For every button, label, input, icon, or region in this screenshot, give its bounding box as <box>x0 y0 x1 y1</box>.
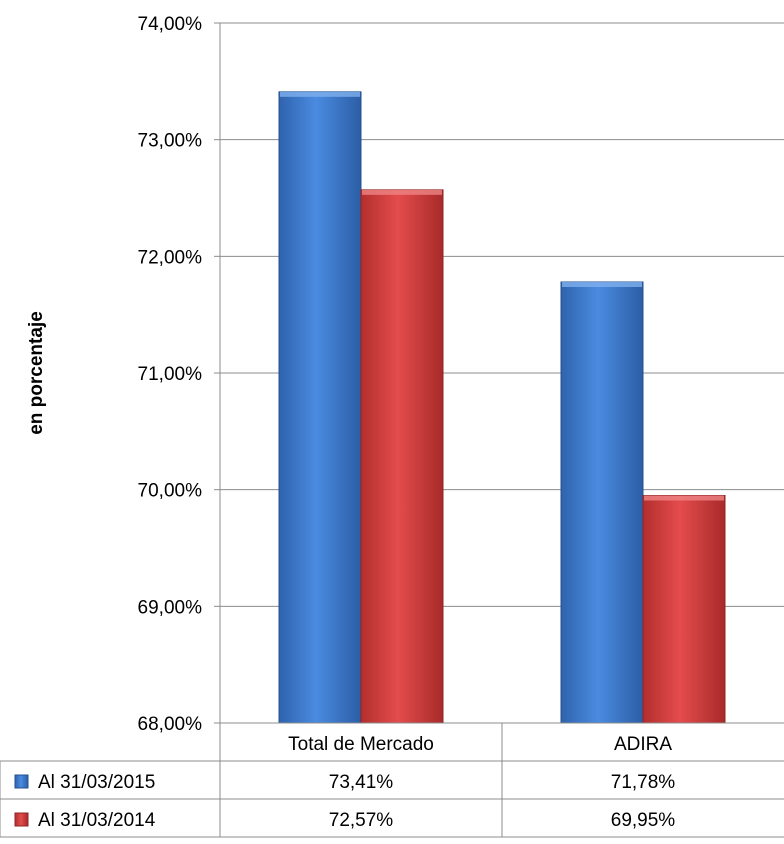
y-tick-label: 73,00% <box>138 131 203 152</box>
bar-top-highlight <box>280 91 360 97</box>
legend-series-name: Al 31/03/2015 <box>38 772 155 793</box>
y-tick-label: 70,00% <box>138 481 203 502</box>
table-value: 69,95% <box>611 810 676 831</box>
bar-top-highlight <box>562 282 642 287</box>
bars <box>278 91 726 724</box>
y-tick-label: 71,00% <box>138 364 203 385</box>
legend-key-blue <box>14 774 29 789</box>
legend-key-red <box>14 812 29 827</box>
table-value: 71,78% <box>611 772 676 793</box>
y-tick-labels: 68,00% 69,00% 70,00% 71,00% 72,00% 73,00% 74,0… <box>138 14 203 735</box>
bar-red-1 <box>642 495 726 724</box>
legend-series-name: Al 31/03/2014 <box>38 810 156 831</box>
bar-red-0 <box>360 189 444 724</box>
bar-top-highlight <box>362 189 442 195</box>
table-category-label: Total de Mercado <box>288 734 434 755</box>
y-tick-label: 69,00% <box>138 597 203 618</box>
y-tick-label: 72,00% <box>138 247 203 268</box>
bar-blue-1 <box>560 281 644 724</box>
bar-blue-0 <box>278 91 362 724</box>
data-table: Total de Mercado ADIRA Al 31/03/2015 73,41%… <box>0 722 784 838</box>
y-tick-label: 74,00% <box>138 14 203 35</box>
bar-top-highlight <box>644 495 724 501</box>
y-tick-label: 68,00% <box>138 714 203 735</box>
table-value: 72,57% <box>329 810 394 831</box>
y-axis-label: en porcentaje <box>26 311 47 435</box>
table-category-label: ADIRA <box>614 734 672 755</box>
table-value: 73,41% <box>329 772 394 793</box>
